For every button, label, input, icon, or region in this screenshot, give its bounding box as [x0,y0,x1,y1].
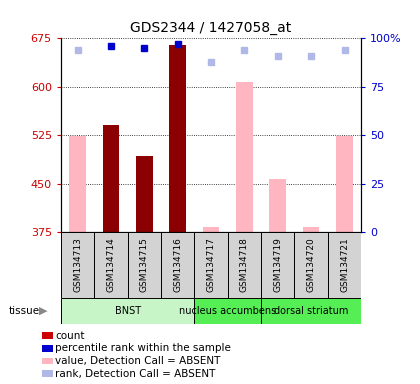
Text: GSM134714: GSM134714 [106,238,116,292]
Bar [61,232,94,298]
Bar [61,298,194,324]
Bar [228,232,261,298]
Text: value, Detection Call = ABSENT: value, Detection Call = ABSENT [55,356,221,366]
Bar [328,232,361,298]
Bar [261,298,361,324]
Text: percentile rank within the sample: percentile rank within the sample [55,343,231,353]
Text: dorsal striatum: dorsal striatum [274,306,348,316]
Bar [94,232,128,298]
Text: nucleus accumbens: nucleus accumbens [179,306,276,316]
Bar [236,82,253,232]
Text: BNST: BNST [115,306,141,316]
Text: GSM134718: GSM134718 [240,238,249,292]
Title: GDS2344 / 1427058_at: GDS2344 / 1427058_at [131,21,291,35]
Bar [303,227,320,232]
Bar [161,232,194,298]
Text: GSM134719: GSM134719 [273,238,282,292]
Bar [261,232,294,298]
Text: GSM134717: GSM134717 [207,238,215,292]
Bar [203,227,219,232]
Bar [336,136,353,232]
Bar [136,156,152,232]
Text: GSM134715: GSM134715 [140,238,149,292]
Text: tissue: tissue [8,306,39,316]
Bar [194,298,261,324]
Bar [128,232,161,298]
Bar [169,45,186,232]
Text: GSM134721: GSM134721 [340,238,349,292]
Text: ▶: ▶ [39,306,47,316]
Bar [102,125,119,232]
Text: count: count [55,331,85,341]
Text: rank, Detection Call = ABSENT: rank, Detection Call = ABSENT [55,369,216,379]
Bar [194,232,228,298]
Bar [294,232,328,298]
Text: GSM134713: GSM134713 [73,238,82,292]
Bar [270,179,286,232]
Text: GSM134720: GSM134720 [307,238,316,292]
Text: GSM134716: GSM134716 [173,238,182,292]
Bar [69,136,86,232]
